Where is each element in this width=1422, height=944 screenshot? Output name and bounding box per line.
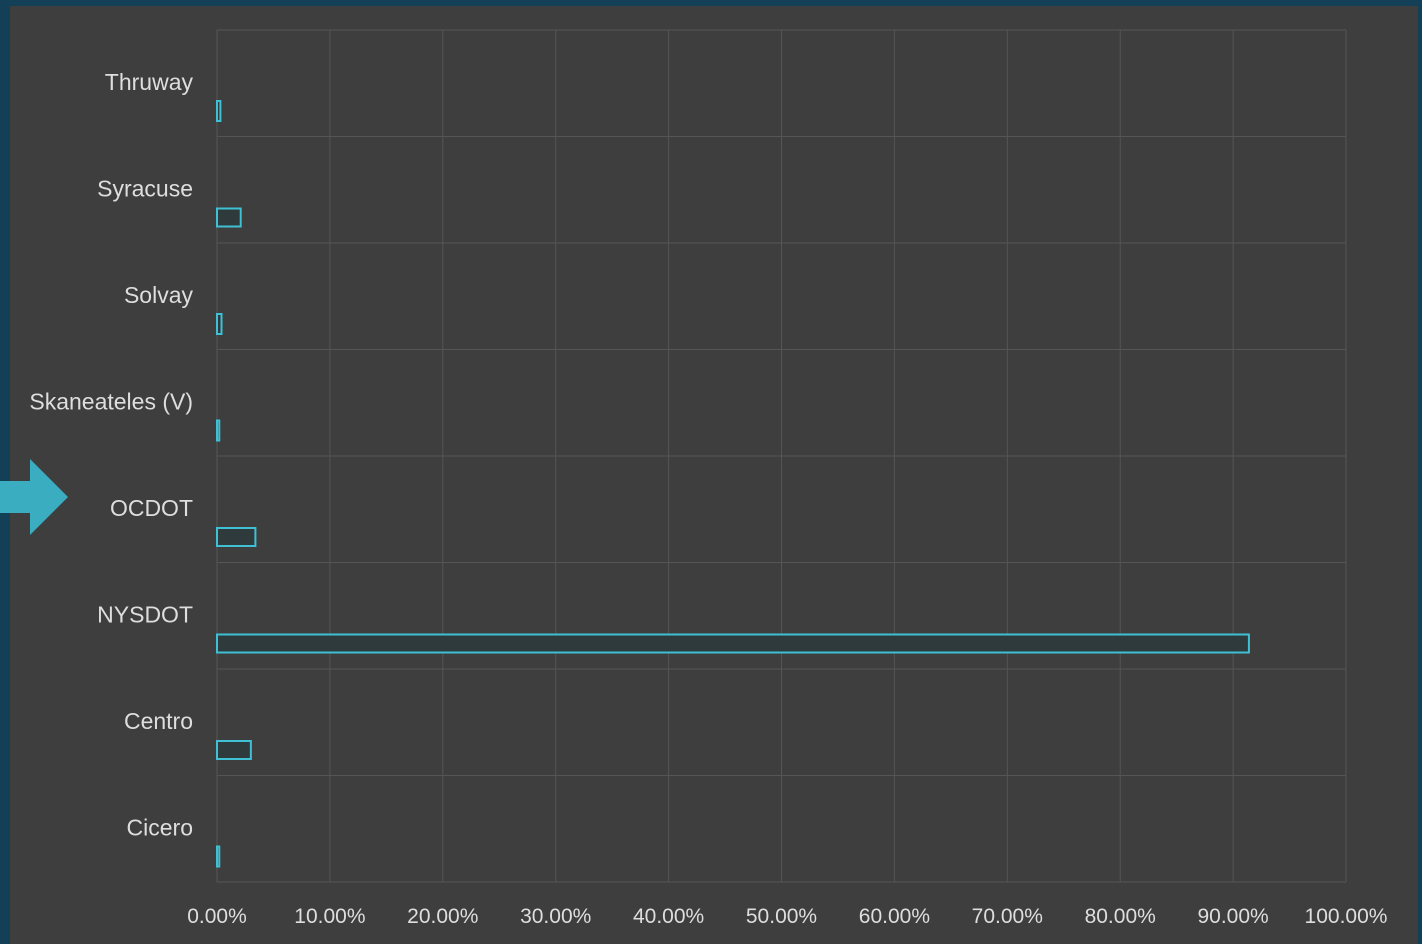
category-label: Cicero <box>127 815 193 841</box>
category-label: NYSDOT <box>97 602 193 628</box>
category-label: OCDOT <box>110 495 193 521</box>
bar <box>216 740 252 760</box>
category-label: Thruway <box>105 69 194 95</box>
bar <box>216 419 221 442</box>
category-label: Centro <box>124 708 193 734</box>
x-tick-label: 60.00% <box>859 905 930 928</box>
bar <box>216 313 223 335</box>
category-label: Skaneateles (V) <box>29 389 193 415</box>
x-tick-label: 0.00% <box>187 905 247 928</box>
bar-chart: 0.00% 10.00% 20.00% 30.00% 40.00% 50.00% 60.00… <box>29 29 1388 928</box>
x-tick-label: 20.00% <box>407 905 478 928</box>
x-tick-label: 50.00% <box>746 905 817 928</box>
x-tick-label: 30.00% <box>520 905 591 928</box>
arrow-right-icon <box>0 459 68 535</box>
chart-panel: 0.00% 10.00% 20.00% 30.00% 40.00% 50.00% 60.00… <box>10 6 1418 944</box>
x-tick-label: 90.00% <box>1197 905 1268 928</box>
x-tick-label: 100.00% <box>1305 905 1388 928</box>
category-label: Solvay <box>124 282 194 308</box>
bar <box>216 207 242 228</box>
bar <box>216 527 257 547</box>
bar <box>216 633 1250 654</box>
x-tick-label: 80.00% <box>1085 905 1156 928</box>
x-tick-label: 10.00% <box>294 905 365 928</box>
bar <box>216 100 222 122</box>
bar <box>216 845 221 868</box>
x-tick-label: 40.00% <box>633 905 704 928</box>
category-label: Syracuse <box>97 176 193 202</box>
x-tick-label: 70.00% <box>972 905 1043 928</box>
